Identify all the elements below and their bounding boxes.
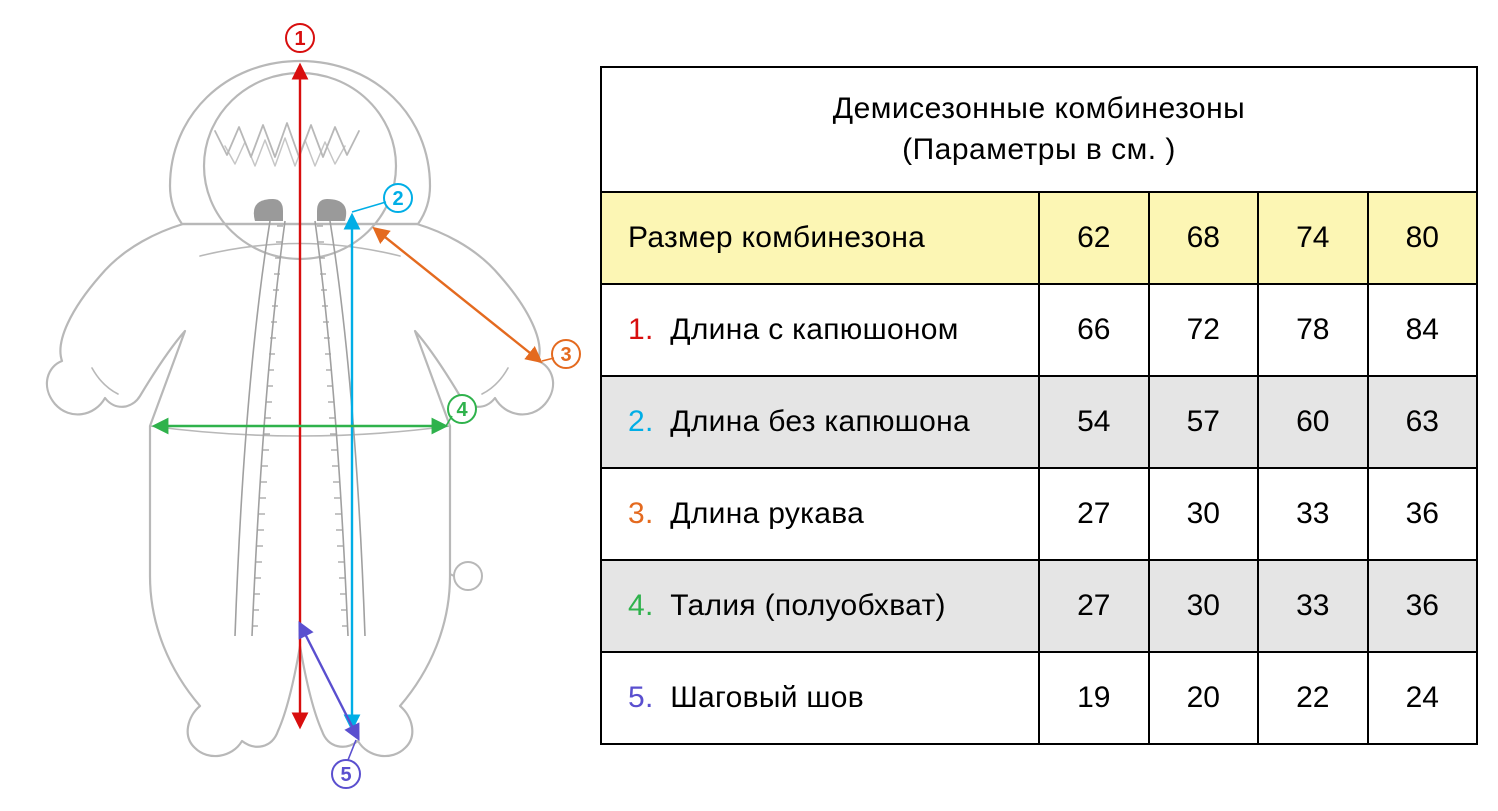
row-value: 27 [1039, 560, 1149, 652]
row-value: 27 [1039, 468, 1149, 560]
row-value: 36 [1368, 468, 1478, 560]
size-table: Демисезонные комбинезоны (Параметры в см… [600, 66, 1478, 745]
size-col-1: 68 [1149, 192, 1259, 284]
size-col-2: 74 [1258, 192, 1368, 284]
svg-text:3: 3 [560, 344, 571, 366]
row-value: 36 [1368, 560, 1478, 652]
jumpsuit-svg: 1 2 3 4 5 [0, 16, 600, 796]
marker-1: 1 [286, 24, 314, 52]
table-title-row: Демисезонные комбинезоны (Параметры в см… [601, 67, 1477, 192]
table-row: 4. Талия (полуобхват)27303336 [601, 560, 1477, 652]
row-value: 84 [1368, 284, 1478, 376]
size-col-3: 80 [1368, 192, 1478, 284]
row-value: 30 [1149, 560, 1259, 652]
row-value: 33 [1258, 468, 1368, 560]
row-value: 54 [1039, 376, 1149, 468]
row-value: 66 [1039, 284, 1149, 376]
table-row: 2. Длина без капюшона54576063 [601, 376, 1477, 468]
table-row: 5. Шаговый шов19202224 [601, 652, 1477, 744]
row-value: 57 [1149, 376, 1259, 468]
row-value: 63 [1368, 376, 1478, 468]
header-label: Размер комбинезона [601, 192, 1039, 284]
row-label: 3. Длина рукава [601, 468, 1039, 560]
svg-text:4: 4 [456, 399, 468, 421]
jumpsuit-diagram: 1 2 3 4 5 [0, 16, 600, 796]
svg-text:5: 5 [340, 764, 351, 786]
table-row: 3. Длина рукава27303336 [601, 468, 1477, 560]
row-value: 72 [1149, 284, 1259, 376]
row-value: 19 [1039, 652, 1149, 744]
row-label: 2. Длина без капюшона [601, 376, 1039, 468]
row-value: 22 [1258, 652, 1368, 744]
marker-4: 4 [448, 395, 476, 423]
svg-text:2: 2 [392, 188, 403, 210]
row-value: 20 [1149, 652, 1259, 744]
marker-2: 2 [384, 184, 412, 212]
table-header-row: Размер комбинезона 62 68 74 80 [601, 192, 1477, 284]
row-label: 4. Талия (полуобхват) [601, 560, 1039, 652]
svg-text:1: 1 [294, 28, 305, 50]
row-label: 1. Длина с капюшоном [601, 284, 1039, 376]
size-table-area: Демисезонные комбинезоны (Параметры в см… [600, 66, 1498, 745]
table-title: Демисезонные комбинезоны (Параметры в см… [601, 67, 1477, 192]
row-value: 33 [1258, 560, 1368, 652]
row-value: 30 [1149, 468, 1259, 560]
row-label: 5. Шаговый шов [601, 652, 1039, 744]
table-row: 1. Длина с капюшоном66727884 [601, 284, 1477, 376]
row-value: 60 [1258, 376, 1368, 468]
size-chart-infographic: 1 2 3 4 5 [0, 0, 1498, 811]
row-value: 24 [1368, 652, 1478, 744]
size-col-0: 62 [1039, 192, 1149, 284]
marker-5: 5 [332, 760, 360, 788]
marker-3: 3 [552, 340, 580, 368]
arrows [155, 66, 540, 738]
row-value: 78 [1258, 284, 1368, 376]
